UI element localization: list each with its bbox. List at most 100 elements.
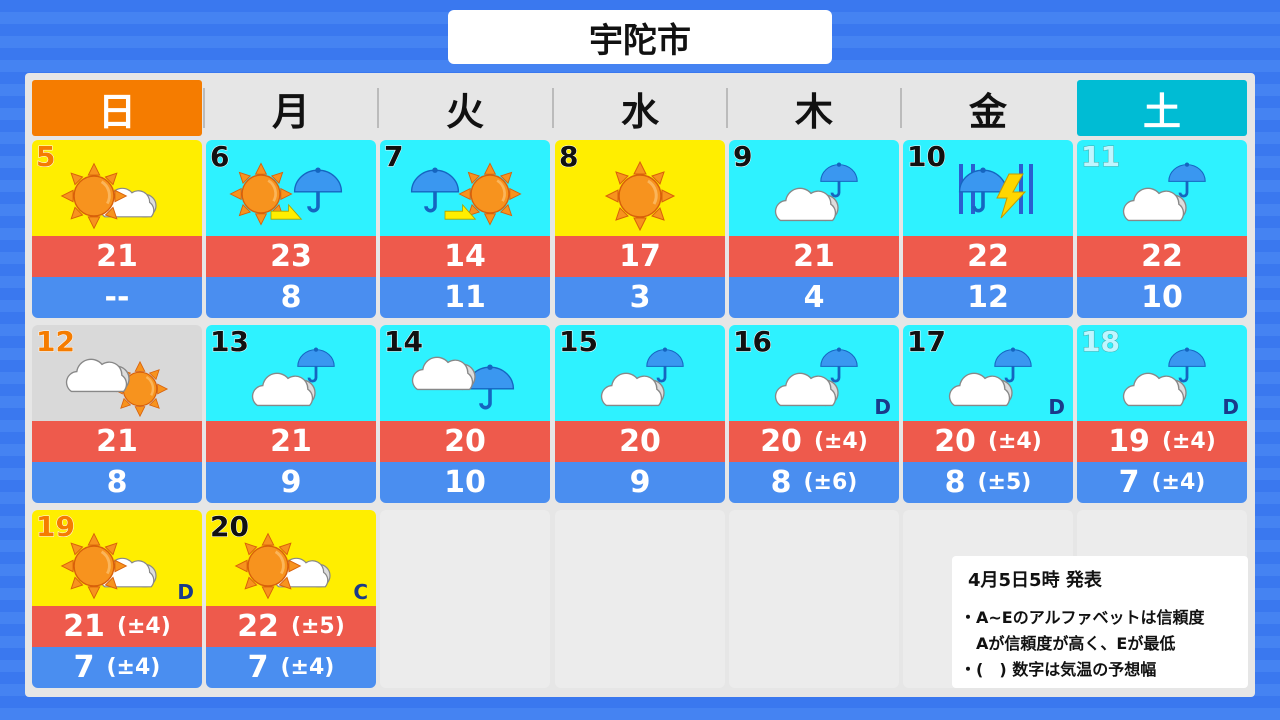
high-temp-value: 22: [1141, 239, 1183, 274]
day-number: 12: [36, 325, 76, 359]
day-number: 14: [384, 325, 424, 359]
low-temp: 4: [729, 277, 899, 318]
low-temp: 8 (±6): [729, 462, 899, 503]
low-temp-value: 8: [770, 465, 792, 500]
weather-area: 8: [555, 140, 725, 236]
empty-cell: [380, 510, 550, 688]
low-temp-value: 10: [1141, 280, 1183, 315]
low-temp: 8 (±5): [903, 462, 1073, 503]
high-temp-range: (±5): [290, 614, 345, 639]
high-temp: 20 (±4): [903, 421, 1073, 462]
cloudy-with-rain-icon: [555, 346, 685, 419]
day-number: 7: [383, 140, 404, 174]
city-title: 宇陀市: [448, 10, 832, 64]
day-cell: 16 D 20 (±4) 8 (±6): [729, 325, 899, 503]
weekday-header: 月: [271, 89, 310, 134]
weekday-header: 金: [968, 89, 1007, 134]
note-line: Aが信頼度が高く、Eが最低: [960, 634, 1176, 653]
sunny-then-rain-icon: [229, 162, 344, 226]
cloudy-then-rain-icon: [380, 339, 516, 410]
divider: [900, 88, 902, 128]
reliability-grade: D: [1048, 395, 1065, 419]
low-temp: 9: [555, 462, 725, 503]
high-temp: 21: [32, 421, 202, 462]
weather-area: 10: [903, 140, 1073, 236]
sunny-then-cloudy-icon: [60, 162, 202, 230]
weekday-header: 水: [620, 89, 659, 134]
high-temp-value: 19: [1108, 424, 1150, 459]
high-temp: 20: [380, 421, 550, 462]
day-cell: 7 14 11: [380, 140, 550, 318]
high-temp-value: 20: [619, 424, 661, 459]
high-temp-range: (±4): [116, 614, 171, 639]
weather-area: 12: [32, 325, 202, 421]
weather-area: 7: [380, 140, 550, 236]
low-temp: 7 (±4): [206, 647, 376, 688]
low-temp-value: 11: [444, 280, 486, 315]
day-number: 8: [558, 140, 579, 174]
low-temp: 7 (±4): [1077, 462, 1247, 503]
low-temp-value: 8: [280, 280, 302, 315]
low-temp: 12: [903, 277, 1073, 318]
low-temp-range: (±4): [106, 655, 161, 680]
high-temp-value: 22: [237, 609, 279, 644]
high-temp-value: 17: [619, 239, 661, 274]
cloudy-with-rain-icon: [729, 161, 859, 234]
high-temp: 14: [380, 236, 550, 277]
day-cell: 14 20 10: [380, 325, 550, 503]
day-number: 6: [209, 140, 230, 174]
low-temp: 7 (±4): [32, 647, 202, 688]
note-line: ・A~Eのアルファベットは信頼度: [960, 608, 1205, 627]
reliability-grade: C: [353, 580, 368, 604]
high-temp: 19 (±4): [1077, 421, 1247, 462]
low-temp-value: 9: [280, 465, 302, 500]
weekday-header: 木: [794, 89, 833, 134]
weather-area: 15: [555, 325, 725, 421]
high-temp-value: 14: [444, 239, 486, 274]
high-temp-value: 21: [96, 239, 138, 274]
high-temp: 21 (±4): [32, 606, 202, 647]
high-temp-value: 23: [270, 239, 312, 274]
high-temp: 20: [555, 421, 725, 462]
high-temp: 22 (±5): [206, 606, 376, 647]
weather-area: 5: [32, 140, 202, 236]
empty-cell: [729, 510, 899, 688]
weather-area: 20 C: [206, 510, 376, 606]
high-temp-value: 21: [63, 609, 105, 644]
weather-area: 17 D: [903, 325, 1073, 421]
day-number: 19: [36, 510, 76, 544]
day-number: 9: [732, 140, 753, 174]
day-number: 20: [210, 510, 250, 544]
high-temp-value: 22: [967, 239, 1009, 274]
cloudy-with-sun-icon: [32, 339, 169, 418]
low-temp-range: (±6): [803, 470, 858, 495]
high-temp: 23: [206, 236, 376, 277]
weather-area: 13: [206, 325, 376, 421]
day-cell: 9 21 4: [729, 140, 899, 318]
low-temp-value: --: [104, 280, 130, 315]
weekday-header: 日: [32, 80, 202, 136]
issued-time: 4月5日5時 発表: [968, 570, 1102, 591]
weather-area: 11: [1077, 140, 1247, 236]
low-temp-range: (±4): [280, 655, 335, 680]
weekday-header: 土: [1077, 80, 1247, 136]
weather-area: 16 D: [729, 325, 899, 421]
day-number: 13: [210, 325, 250, 359]
high-temp: 21: [32, 236, 202, 277]
low-temp: 9: [206, 462, 376, 503]
day-number: 17: [907, 325, 947, 359]
day-cell: 10 22 12: [903, 140, 1073, 318]
low-temp: 11: [380, 277, 550, 318]
low-temp-value: 8: [944, 465, 966, 500]
reliability-grade: D: [1222, 395, 1239, 419]
day-number: 10: [907, 140, 947, 174]
weather-area: 6: [206, 140, 376, 236]
rain-then-sunny-icon: [409, 162, 522, 226]
low-temp: 8: [206, 277, 376, 318]
low-temp: 8: [32, 462, 202, 503]
low-temp-value: 7: [73, 650, 95, 685]
empty-cell: [555, 510, 725, 688]
cloudy-with-rain-icon: [1077, 161, 1207, 234]
day-cell: 13 21 9: [206, 325, 376, 503]
day-cell: 18 D 19 (±4) 7 (±4): [1077, 325, 1247, 503]
